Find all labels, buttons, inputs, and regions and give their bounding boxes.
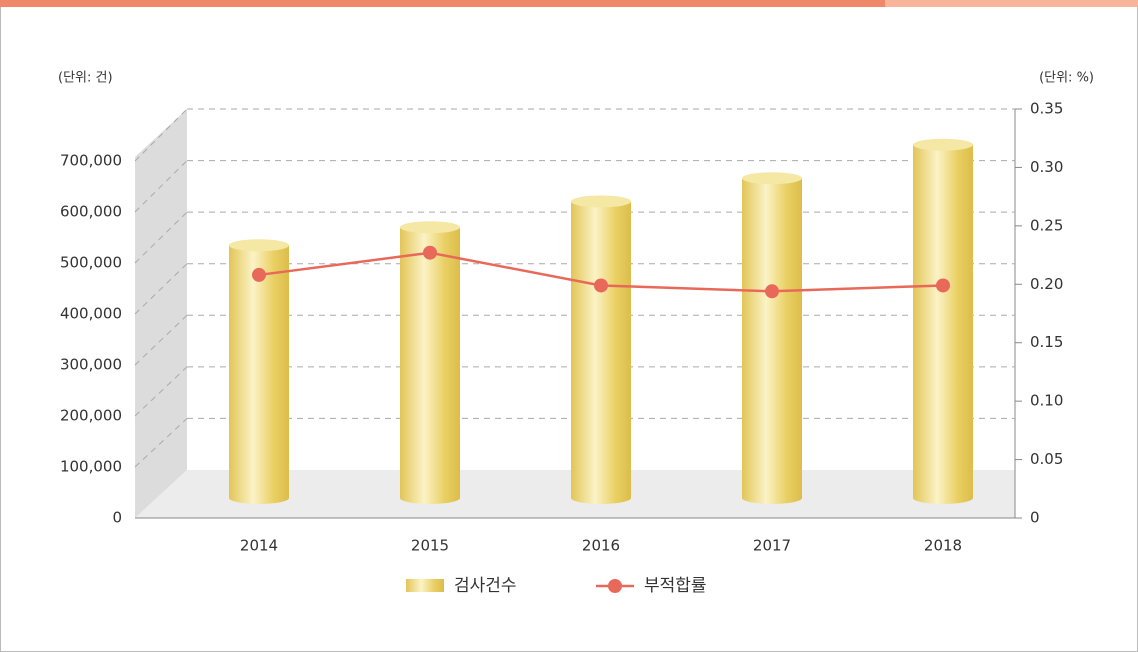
- grid-line-side: [134, 314, 188, 366]
- y-tick-label: 0: [112, 509, 122, 527]
- line-point: [252, 267, 266, 282]
- bar-base: [742, 492, 802, 504]
- y2-tick-label: 0.30: [1030, 158, 1063, 176]
- bar-base: [913, 492, 973, 504]
- bar-top: [571, 195, 631, 208]
- top-bar-accent: [885, 0, 1138, 7]
- top-bar: [0, 0, 885, 7]
- y-tick-label: 400,000: [60, 305, 122, 323]
- bar-base: [229, 492, 289, 504]
- side-wall: [135, 109, 187, 518]
- y2-tick-label: 0.05: [1030, 450, 1063, 468]
- x-tick-label: 2015: [411, 537, 449, 555]
- y2-unit: (단위: %): [1039, 71, 1094, 86]
- legend-swatch-dot: [608, 579, 622, 593]
- y2-tick-label: 0: [1030, 509, 1040, 527]
- bar-top: [742, 172, 802, 185]
- line-point: [765, 284, 779, 299]
- bar-top: [229, 239, 289, 252]
- grid-line-side: [134, 108, 188, 162]
- y-tick-label: 700,000: [60, 152, 122, 170]
- x-tick-label: 2018: [924, 537, 962, 555]
- y-tick-label: 300,000: [60, 356, 122, 374]
- x-tick-label: 2017: [753, 537, 791, 555]
- y-unit: (단위: 건): [58, 71, 113, 86]
- y2-tick-label: 0.15: [1030, 333, 1063, 351]
- bar: [229, 245, 289, 498]
- x-tick-label: 2016: [582, 537, 620, 555]
- bar: [571, 201, 631, 498]
- bar-top: [400, 221, 460, 234]
- grid-line-side: [134, 211, 188, 264]
- line-point: [936, 278, 950, 293]
- y-tick-label: 600,000: [60, 203, 122, 221]
- legend-label: 검사건수: [454, 576, 517, 596]
- legend-swatch: [406, 579, 444, 592]
- bar-base: [571, 492, 631, 504]
- line-point: [423, 245, 437, 260]
- y2-tick-label: 0.25: [1030, 216, 1063, 234]
- bar-base: [400, 492, 460, 504]
- bar: [742, 178, 802, 498]
- bar-top: [913, 138, 973, 151]
- bar: [400, 227, 460, 498]
- y-tick-label: 100,000: [60, 458, 122, 476]
- line-point: [594, 278, 608, 293]
- legend-label: 부적합률: [644, 576, 707, 596]
- y2-tick-label: 0.35: [1030, 100, 1063, 118]
- y-tick-label: 500,000: [60, 254, 122, 272]
- y-tick-label: 200,000: [60, 407, 122, 425]
- y2-tick-label: 0.20: [1030, 275, 1063, 293]
- grid-line-side: [134, 418, 188, 468]
- bar: [913, 144, 973, 498]
- grid-line-side: [134, 160, 188, 213]
- y2-tick-label: 0.10: [1030, 392, 1063, 410]
- grid-line-side: [134, 263, 188, 315]
- x-tick-label: 2014: [240, 537, 278, 555]
- grid-line-side: [134, 366, 188, 417]
